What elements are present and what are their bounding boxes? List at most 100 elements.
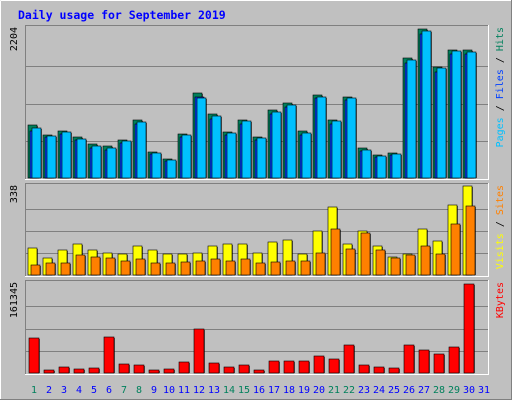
bar-pages-26 [406,59,417,179]
legend-entry-hits: Hits [495,27,506,51]
legend: KBytes [495,282,506,318]
bar-pages-12 [196,97,207,179]
bar-kbytes-15 [238,364,250,374]
bar-kbytes-12 [193,328,205,374]
bar-pages-29 [451,50,462,179]
x-tick-label: 28 [433,385,445,396]
bar-pages-23 [361,149,372,179]
bar-sites-22 [345,248,356,276]
bar-kbytes-14 [223,366,235,374]
bar-kbytes-8 [133,364,145,374]
x-axis-labels: 1 2 3 4 5 6 7 8 9 10 11 12 13 14 15 16 17 18 19 20 21 22 23 24 2… [31,385,490,396]
bar-pages-30 [466,51,477,179]
legend-entry-pages: Pages [495,117,506,147]
x-tick-label: 29 [448,385,460,396]
x-tick-label: 1 [31,385,37,396]
bar-kbytes-16 [253,369,265,374]
bar-sites-6 [105,257,116,276]
bar-pages-17 [271,111,282,179]
chart-panels: 2204 Pages / Files / Hits 338 Visits / Site… [9,25,506,375]
bar-kbytes-28 [433,353,445,374]
bar-pages-13 [211,115,222,179]
bar-pages-28 [436,67,447,179]
bar-kbytes-1 [28,337,40,374]
bar-kbytes-26 [403,344,415,374]
bar-sites-16 [255,262,266,276]
bar-pages-25 [391,153,402,179]
x-tick-label: 8 [136,385,142,396]
bar-kbytes-20 [313,355,325,374]
bar-kbytes-19 [298,360,310,374]
legend: Visits / Sites [495,185,506,269]
bar-sites-28 [435,253,446,276]
bar-kbytes-10 [163,368,175,374]
bar-kbytes-17 [268,360,280,374]
x-tick-label: 31 [478,385,490,396]
bar-pages-6 [106,147,117,179]
bar-sites-13 [210,258,221,276]
bar-sites-11 [180,261,191,276]
bar-kbytes-6 [103,336,115,374]
x-tick-label: 18 [283,385,295,396]
bar-sites-5 [90,256,101,276]
legend-entry-sites: Sites [495,185,506,215]
bar-sites-18 [285,260,296,276]
bar-pages-3 [61,131,72,179]
x-tick-label: 7 [121,385,127,396]
legend: Pages / Files / Hits [495,27,506,147]
x-tick-label: 21 [328,385,340,396]
x-tick-label: 9 [151,385,157,396]
bar-pages-19 [301,132,312,179]
bar-pages-21 [331,120,342,179]
bar-sites-2 [45,262,56,276]
x-tick-label: 14 [223,385,235,396]
x-tick-label: 6 [106,385,112,396]
x-tick-label: 5 [91,385,97,396]
bar-sites-7 [120,260,131,276]
bar-pages-9 [151,152,162,179]
bar-sites-15 [240,258,251,276]
bar-pages-18 [286,104,297,179]
x-tick-label: 22 [343,385,355,396]
legend-entry-kbytes: KBytes [495,282,506,318]
bar-pages-2 [46,135,57,179]
bar-kbytes-5 [88,367,100,374]
x-tick-label: 27 [418,385,430,396]
x-tick-label: 3 [61,385,67,396]
bar-pages-11 [181,134,192,179]
legend-entry-visits: Visits [495,233,506,269]
x-tick-label: 2 [46,385,52,396]
bar-kbytes-25 [388,367,400,374]
x-tick-label: 20 [313,385,325,396]
panel-bottom: 161345 KBytes [9,280,506,375]
bar-kbytes-2 [43,369,55,374]
bar-sites-4 [75,254,86,276]
x-tick-label: 13 [208,385,220,396]
x-tick-label: 15 [238,385,250,396]
bar-sites-9 [150,262,161,276]
bar-kbytes-7 [118,363,130,374]
legend-entry-files: Files [495,69,506,99]
legend-separator: / [495,215,506,233]
bar-pages-20 [316,96,327,179]
x-tick-label: 16 [253,385,265,396]
x-tick-label: 30 [463,385,475,396]
bar-sites-1 [30,264,41,276]
legend-separator: / [495,51,506,69]
bar-sites-10 [165,262,176,276]
panel-top: 2204 Pages / Files / Hits [9,25,506,180]
bar-sites-12 [195,260,206,276]
bar-pages-5 [91,145,102,179]
bar-sites-19 [300,260,311,276]
bar-sites-3 [60,262,71,276]
bar-pages-14 [226,132,237,179]
bar-sites-8 [135,258,146,276]
bar-kbytes-18 [283,360,295,374]
bar-sites-26 [405,254,416,276]
bar-kbytes-9 [148,369,160,374]
bar-sites-21 [330,228,341,276]
bar-kbytes-3 [58,366,70,374]
bar-kbytes-23 [358,364,370,374]
x-tick-label: 10 [163,385,175,396]
